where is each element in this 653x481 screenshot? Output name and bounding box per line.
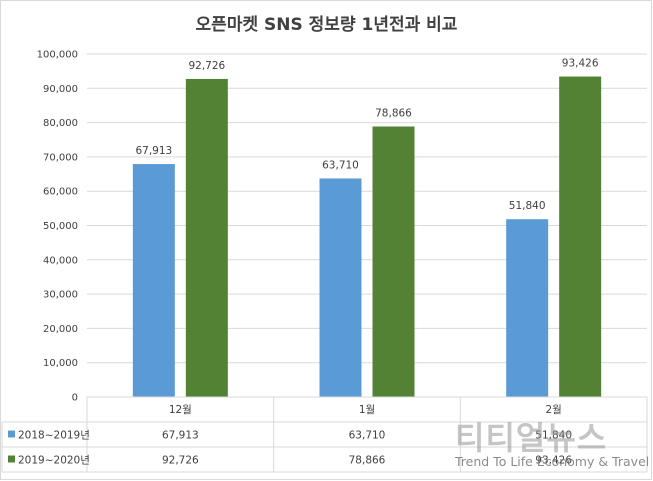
table-cell: 67,913: [162, 430, 199, 442]
legend-key: [8, 455, 15, 463]
bar: [132, 164, 175, 397]
table-cell: 92,726: [162, 455, 199, 467]
y-tick-label: 60,000: [43, 187, 78, 198]
category-label: 12월: [169, 404, 192, 416]
legend-key: [8, 430, 15, 438]
chart-title: 오픈마켓 SNS 정보량 1년전과 비교: [195, 15, 458, 35]
data-label: 63,710: [322, 159, 359, 171]
data-label: 67,913: [135, 145, 172, 157]
bar: [372, 126, 415, 397]
y-tick-label: 100,000: [37, 50, 78, 61]
y-tick-label: 40,000: [43, 255, 78, 266]
data-label: 93,426: [562, 58, 599, 70]
category-label: 2월: [545, 404, 561, 416]
y-tick-label: 80,000: [43, 118, 78, 129]
y-tick-label: 20,000: [43, 324, 78, 335]
bar: [185, 78, 228, 397]
table-cell: 51,840: [535, 430, 572, 442]
table-cell: 78,866: [349, 455, 386, 467]
y-tick-label: 0: [72, 393, 78, 404]
y-tick-label: 10,000: [43, 358, 78, 369]
bar: [559, 76, 602, 397]
category-label: 1월: [359, 404, 375, 416]
table-cell: 63,710: [349, 430, 386, 442]
y-tick-label: 70,000: [43, 152, 78, 163]
y-tick-label: 50,000: [43, 221, 78, 232]
y-tick-label: 90,000: [43, 84, 78, 95]
data-label: 78,866: [375, 107, 412, 119]
legend-label: 2018~2019년: [18, 430, 90, 442]
bar: [319, 178, 362, 397]
legend-label: 2019~2020년: [18, 455, 90, 467]
y-tick-label: 30,000: [43, 290, 78, 301]
data-label: 51,840: [509, 200, 546, 212]
bar: [506, 219, 549, 397]
data-label: 92,726: [188, 60, 225, 72]
table-cell: 93,426: [535, 455, 572, 467]
